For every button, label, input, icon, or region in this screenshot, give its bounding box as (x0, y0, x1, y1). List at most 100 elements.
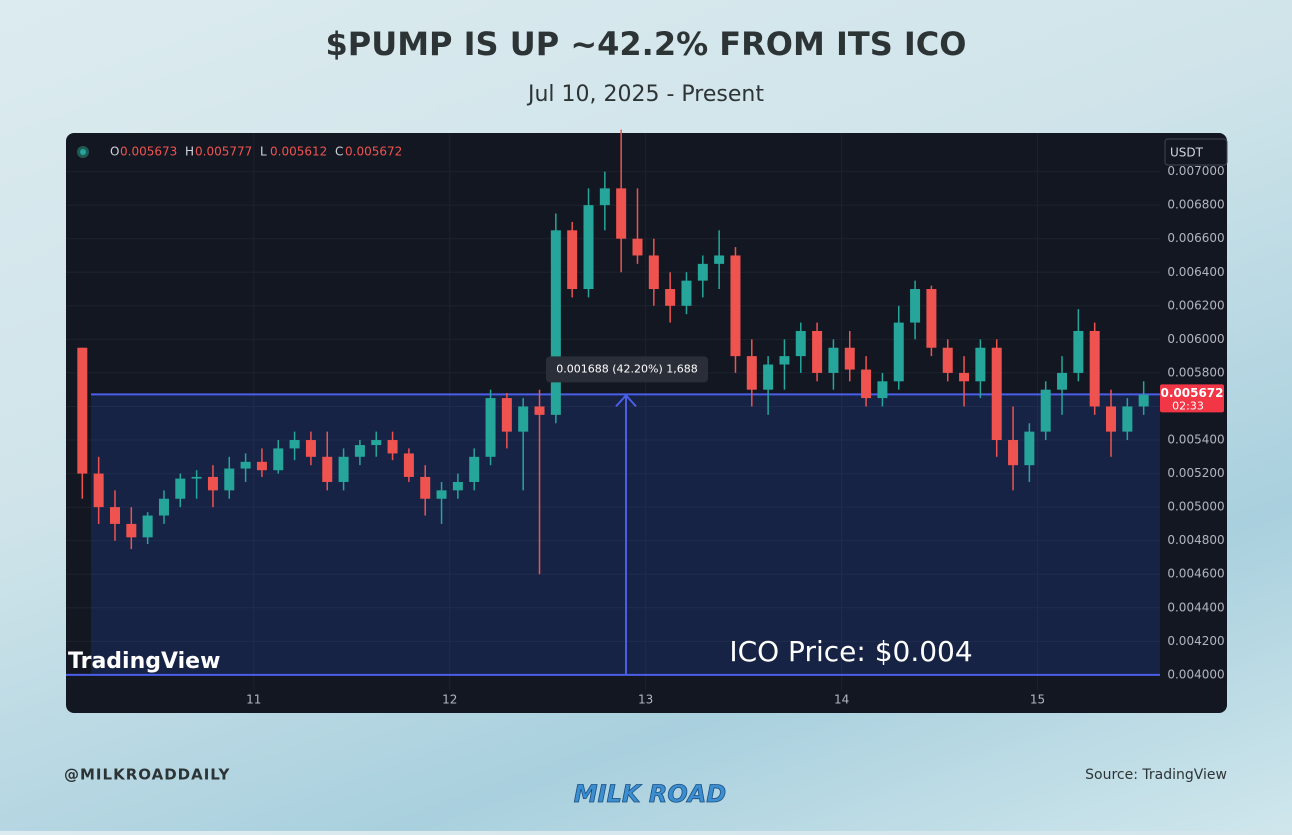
candle-body (877, 381, 888, 399)
candle-body (175, 478, 186, 499)
arrow-head (615, 393, 637, 408)
candle-body (403, 453, 414, 477)
candle-body (224, 468, 235, 491)
candle-body (910, 289, 921, 323)
candle-body (273, 448, 284, 471)
candle-body (207, 476, 218, 491)
x-tick-label: 11 (246, 693, 261, 707)
y-tick-label: 0.005800 (1167, 365, 1224, 379)
candle-body (746, 356, 757, 390)
candle-body (387, 440, 398, 454)
y-tick-label: 0.005400 (1167, 433, 1224, 447)
candle-body (583, 205, 594, 290)
candle-body (452, 481, 463, 491)
ohlc-label: C (335, 145, 343, 159)
candle-body (469, 456, 480, 482)
ohlc-label: H (185, 145, 194, 159)
candle-body (550, 230, 561, 415)
candle-body (795, 330, 806, 357)
candle-body (779, 356, 790, 365)
candle-body (681, 280, 692, 306)
candle-body (1138, 394, 1149, 407)
measure-label-box (546, 356, 708, 383)
y-tick-label: 0.006200 (1167, 298, 1224, 312)
candle-body (240, 461, 251, 469)
candle-body (567, 230, 578, 290)
candle-body (1040, 389, 1051, 432)
status-dot (80, 149, 86, 155)
candle-body (893, 322, 904, 382)
candle-body (77, 347, 88, 474)
candle-body (1106, 406, 1117, 432)
candle-body (371, 440, 382, 446)
candle-body (256, 461, 267, 471)
candle-body (942, 347, 953, 373)
plot: 0.004000 0.004200 0.004400 0.004600 0.004800… (66, 129, 1225, 707)
candle-body (289, 440, 300, 449)
y-tick-label: 0.004000 (1167, 667, 1224, 681)
candle-body (420, 476, 431, 499)
y-tick-label: 0.007000 (1167, 164, 1224, 178)
y-tick-label: 0.006800 (1167, 198, 1224, 212)
candle-body (1089, 330, 1100, 407)
last-price: 0.005672 (1160, 386, 1223, 400)
ohlc-value: 0.005777 (195, 145, 252, 159)
candle-body (1008, 440, 1019, 466)
candle-body (436, 490, 447, 499)
ohlc-value: 0.005672 (345, 145, 402, 159)
candle-body (714, 255, 725, 264)
ohlc-value: 0.005612 (270, 145, 327, 159)
candle-body (158, 498, 169, 516)
candle-body (599, 188, 610, 206)
footer-logo: MILK ROAD (574, 780, 726, 808)
candle-body (648, 255, 659, 290)
candle-body (828, 347, 839, 373)
candle-body (844, 347, 855, 370)
candle-body (812, 330, 823, 373)
countdown: 02:33 (1172, 399, 1204, 412)
candle-body (142, 515, 153, 538)
footer-handle: @MILKROADDAILY (64, 766, 231, 784)
candle-body (991, 347, 1002, 441)
candle-body (697, 263, 708, 281)
candle-body (1122, 406, 1133, 432)
candle-body (518, 406, 529, 432)
annotation: ICO Price: $0.004 (729, 635, 972, 668)
chart-subtitle: Jul 10, 2025 - Present (526, 82, 764, 107)
x-tick-label: 15 (1030, 693, 1045, 707)
candle-body (338, 456, 349, 482)
ohlc-label: L (260, 145, 267, 159)
x-tick-label: 12 (442, 693, 457, 707)
candle-body (616, 188, 627, 239)
y-tick-label: 0.006600 (1167, 231, 1224, 245)
ohlc-value: 0.005673 (120, 145, 177, 159)
footer-source: Source: TradingView (1085, 767, 1227, 783)
candle-body (93, 473, 104, 508)
candle-body (632, 238, 643, 256)
y-tick-label: 0.004400 (1167, 600, 1224, 614)
candle-body (1057, 372, 1068, 390)
x-tick-label: 14 (834, 693, 849, 707)
currency-box (1164, 138, 1228, 166)
last-price-box (1160, 384, 1224, 413)
y-tick-label: 0.005200 (1167, 466, 1224, 480)
candle-body (191, 476, 202, 479)
y-tick-label: 0.004600 (1167, 567, 1224, 581)
x-tick-label: 13 (638, 693, 653, 707)
candle-body (109, 507, 120, 524)
y-tick-label: 0.006000 (1167, 332, 1224, 346)
watermark: TradingView (68, 649, 220, 674)
candle-body (665, 289, 676, 306)
chart-panel (66, 133, 1227, 713)
candle-body (485, 398, 496, 457)
candle-body (975, 347, 986, 382)
y-tick-label: 0.006400 (1167, 265, 1224, 279)
y-tick-label: 0.004800 (1167, 533, 1224, 547)
candle-body (763, 364, 774, 390)
candle-body (534, 406, 545, 415)
candle-body (305, 440, 316, 457)
measure-label: 0.001688 (42.20%) 1,688 (556, 362, 698, 375)
ohlc-label: O (110, 145, 119, 159)
